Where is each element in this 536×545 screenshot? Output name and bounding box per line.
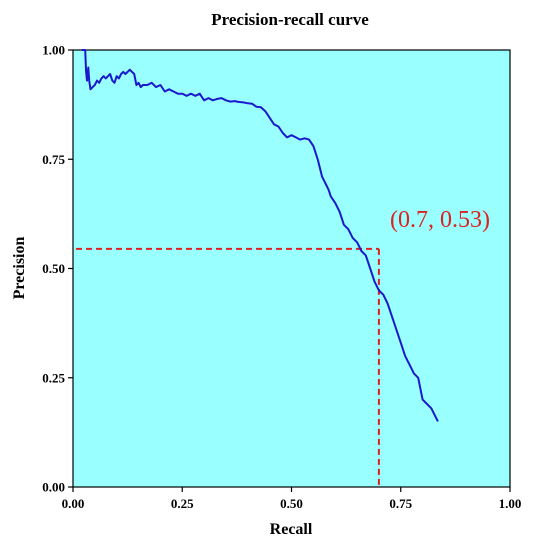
y-tick-label: 1.00 bbox=[42, 43, 65, 58]
x-tick-label: 0.00 bbox=[62, 496, 85, 511]
x-axis-label: Recall bbox=[270, 521, 313, 538]
x-tick-label: 0.25 bbox=[171, 496, 194, 511]
y-axis-label: Precision bbox=[11, 237, 28, 300]
chart-title: Precision-recall curve bbox=[211, 10, 369, 29]
guide-lines bbox=[76, 247, 380, 487]
y-tick-label: 0.75 bbox=[42, 152, 65, 167]
x-tick-label: 0.75 bbox=[389, 496, 412, 511]
x-tick-label: 0.50 bbox=[280, 496, 303, 511]
annotation-label: (0.7, 0.53) bbox=[390, 207, 490, 233]
x-tick-label: 1.00 bbox=[499, 496, 522, 511]
y-tick-label: 0.50 bbox=[42, 261, 65, 276]
y-tick-label: 0.00 bbox=[42, 480, 65, 495]
plot-area bbox=[72, 49, 511, 488]
y-tick-label: 0.25 bbox=[42, 370, 65, 385]
axis-ticks: 0.00 0.25 0.50 0.75 1.00 0.00 0.25 0.50 0.75 1.00 bbox=[42, 43, 521, 512]
series-line bbox=[81, 49, 439, 422]
